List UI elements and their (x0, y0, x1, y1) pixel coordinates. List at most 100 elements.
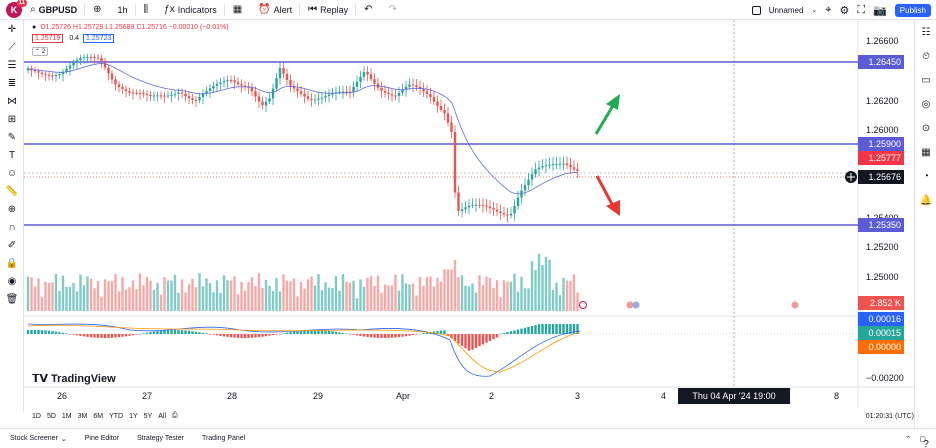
fullscreen-icon[interactable]: ⛶ (857, 3, 866, 16)
gear-icon[interactable]: ⚙ (839, 4, 850, 17)
fib-icon[interactable]: ≣ (7, 77, 17, 89)
range-all[interactable]: All (158, 412, 167, 420)
macd-value-label: 0.00016 (858, 312, 904, 326)
volume-bar (453, 259, 457, 311)
volume-bar (264, 280, 268, 311)
ideas-icon[interactable]: ◎ (921, 98, 931, 110)
tab-stock-screener[interactable]: Stock Screener ⌄ (10, 435, 67, 443)
quick-search-icon[interactable]: ⌖ (825, 3, 832, 16)
help-icon[interactable]: ? (923, 438, 929, 448)
candle-body (537, 167, 541, 170)
volume-bar (432, 286, 436, 311)
symbol-search-button[interactable]: ⌕ GBPUSD (22, 0, 86, 20)
volume-bar (348, 282, 352, 311)
brush-icon[interactable]: ✎ (7, 131, 17, 143)
indicators-toggle[interactable]: ⌃ 2 (32, 47, 49, 56)
range-6m[interactable]: 6M (93, 412, 104, 420)
layout-checkbox[interactable] (751, 5, 761, 15)
range-5y[interactable]: 5Y (143, 412, 153, 420)
macd-bar (523, 327, 527, 334)
range-5d[interactable]: 5D (46, 412, 56, 420)
avatar-letter: K (10, 4, 18, 15)
chevron-down-icon[interactable]: ⌄ (811, 7, 818, 14)
undo-button[interactable]: ↶ (356, 0, 380, 20)
candle-body (149, 94, 152, 96)
indicators-button[interactable]: ƒx Indicators (156, 0, 225, 20)
redo-button[interactable]: ↷ (381, 0, 405, 20)
candle-body (492, 208, 495, 210)
volume-bar (40, 297, 44, 311)
tradingview-logo[interactable]: 𝗧𝗩 TradingView (32, 372, 116, 386)
sell-price-button[interactable]: 1.25719 (32, 34, 64, 43)
volume-bar (229, 280, 233, 311)
lock-icon[interactable]: 🔒 (5, 257, 19, 269)
macd-bar (191, 331, 194, 334)
notifications-icon[interactable]: 🔔 (919, 194, 933, 206)
magnet-icon[interactable]: ∩ (8, 221, 16, 233)
lock-drawing-icon[interactable]: ✐ (7, 239, 17, 251)
macd-bar (418, 333, 422, 335)
range-3m[interactable]: 3M (77, 412, 88, 420)
target-icon[interactable]: ⊙ (921, 122, 931, 134)
zoom-in-icon[interactable]: ⊕ (7, 203, 17, 215)
maximize-panel-icon[interactable]: ▢ (919, 435, 926, 443)
layouts-button[interactable]: ▦ (225, 0, 250, 20)
volume-bar (268, 285, 271, 311)
volume-bar (352, 280, 355, 311)
add-symbol-button[interactable]: ⊕ (85, 0, 109, 20)
calendar-icon[interactable]: ▦ (921, 146, 931, 158)
buy-price-button[interactable]: 1.25723 (83, 34, 115, 43)
horizontal-lines-icon[interactable]: ☰ (7, 59, 17, 71)
crosshair-icon[interactable]: ✛ (7, 23, 17, 35)
tab-pine-editor[interactable]: Pine Editor (85, 435, 119, 442)
volume-bar (373, 285, 376, 311)
alert-button[interactable]: ⏰ Alert (250, 0, 301, 20)
candle-body (173, 93, 177, 95)
user-avatar[interactable]: K 11 (6, 0, 27, 18)
range-ytd[interactable]: YTD (109, 412, 124, 420)
macd-bar (138, 333, 142, 335)
publish-button[interactable]: Publish (894, 3, 931, 17)
volume-bar (30, 277, 33, 311)
macd-bar (72, 334, 75, 335)
range-1y[interactable]: 1Y (129, 412, 138, 420)
macd-bar (30, 330, 33, 334)
watchlist-icon[interactable]: ☷ (921, 26, 931, 38)
trendline-icon[interactable]: ⟋ (8, 41, 16, 53)
chat-icon[interactable]: ▭ (921, 74, 931, 86)
ruler-icon[interactable]: 📏 (5, 185, 19, 197)
candles (26, 53, 579, 223)
replay-button[interactable]: ⏮ Replay (300, 0, 357, 20)
interval-button[interactable]: 1h (110, 0, 136, 20)
pattern-icon[interactable]: ⋈ (7, 95, 17, 107)
range-1d[interactable]: 1D (32, 412, 41, 420)
collapse-panel-icon[interactable]: ⌃ (905, 435, 912, 443)
macd-bar (530, 326, 534, 334)
candle-body (324, 96, 327, 98)
eye-icon[interactable]: ◉ (7, 275, 17, 287)
emoji-icon[interactable]: ☺ (6, 167, 18, 179)
goto-date-icon[interactable]: ⎙ (172, 412, 178, 419)
forecast-icon[interactable]: ⊞ (7, 113, 17, 125)
macd-bar (292, 331, 296, 334)
volume-bar (401, 274, 404, 311)
text-icon[interactable]: T (8, 149, 16, 161)
range-1m[interactable]: 1M (61, 412, 72, 420)
trash-icon[interactable]: 🗑 (5, 293, 19, 305)
tab-strategy-tester[interactable]: Strategy Tester (137, 435, 184, 442)
volume-bar (474, 292, 478, 311)
clock[interactable]: 01:20:31 (UTC) (865, 412, 914, 420)
alerts-clock-icon[interactable]: ⏲ (922, 50, 930, 62)
tab-trading-panel[interactable]: Trading Panel (202, 435, 245, 442)
volume-bar (240, 281, 243, 311)
chart-type-button[interactable]: ⫼ (136, 0, 157, 20)
candle-body (450, 122, 453, 132)
layout-name[interactable]: Unnamed (768, 5, 804, 15)
broadcast-icon[interactable]: ◔ (922, 170, 930, 182)
macd-bar (348, 334, 352, 335)
macd-bar (261, 334, 264, 337)
macd-bar (390, 334, 394, 338)
macd-bar (180, 330, 184, 334)
camera-icon[interactable]: 📷 (873, 4, 887, 17)
